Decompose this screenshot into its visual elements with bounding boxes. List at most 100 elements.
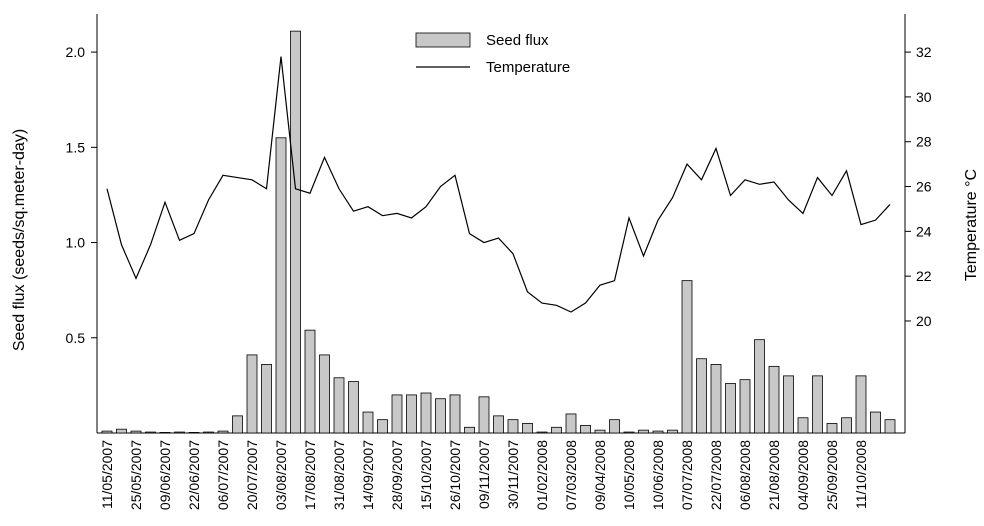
y-tick-label: 2.0 <box>66 44 86 60</box>
y-tick-label: 1.5 <box>66 139 86 155</box>
bar <box>464 426 475 434</box>
bar <box>797 417 809 434</box>
bar <box>377 419 388 434</box>
bar <box>333 377 345 434</box>
bar <box>362 411 374 434</box>
y-tick-label: 1.0 <box>66 235 86 251</box>
x-tick-label: 30/11/2007 <box>505 440 521 509</box>
x-tick-label: 07/03/2008 <box>563 440 579 510</box>
bar <box>768 365 780 434</box>
x-tick-label: 20/07/2007 <box>244 440 260 510</box>
bar <box>681 280 693 434</box>
bar <box>145 431 156 434</box>
legend-swatch <box>415 32 471 48</box>
x-tick-label: 04/09/2008 <box>795 440 811 510</box>
x-tick-label: 01/02/2008 <box>534 440 550 510</box>
y2-tick-label: 30 <box>916 89 932 105</box>
bar <box>290 30 301 434</box>
bar <box>116 428 127 434</box>
bar <box>159 432 171 434</box>
bar <box>319 354 330 434</box>
bar <box>391 394 403 434</box>
bar <box>304 329 316 434</box>
x-tick-label: 10/06/2008 <box>650 440 666 510</box>
x-tick-label: 21/08/2008 <box>766 440 782 510</box>
bar <box>754 339 765 434</box>
x-tick-label: 15/10/2007 <box>418 440 434 510</box>
x-tick-label: 25/05/2007 <box>128 440 144 510</box>
x-tick-label: 06/07/2007 <box>215 440 231 510</box>
bar <box>710 364 722 434</box>
bar <box>812 375 823 434</box>
bar <box>667 429 678 434</box>
bar <box>623 431 635 434</box>
bar <box>536 431 548 434</box>
x-tick-label: 26/10/2007 <box>447 440 463 510</box>
bar <box>478 396 490 434</box>
bar <box>174 431 185 434</box>
bar <box>739 379 751 434</box>
y2-tick-label: 24 <box>916 223 932 239</box>
bar <box>348 381 359 434</box>
x-tick-label: 28/09/2007 <box>389 440 405 510</box>
x-tick-label: 25/09/2008 <box>824 440 840 510</box>
bar <box>275 137 287 434</box>
bar <box>217 430 229 434</box>
bar <box>638 429 649 434</box>
x-tick-label: 06/08/2008 <box>737 440 753 510</box>
y-tick-label: 0.5 <box>66 330 86 346</box>
bar <box>870 411 881 434</box>
x-tick-label: 07/07/2008 <box>679 440 695 510</box>
x-tick-label: 17/08/2007 <box>302 440 318 510</box>
x-tick-label: 03/08/2007 <box>273 440 289 510</box>
x-tick-label: 31/08/2007 <box>331 440 347 510</box>
y2-tick-label: 22 <box>916 268 932 284</box>
bar <box>551 426 562 434</box>
bar <box>493 415 504 434</box>
x-tick-label: 22/07/2008 <box>708 440 724 510</box>
bar <box>188 432 200 434</box>
bar <box>841 417 852 434</box>
bar <box>435 398 446 434</box>
x-tick-label: 11/05/2007 <box>99 440 115 509</box>
bar <box>420 392 432 434</box>
bar <box>203 431 214 434</box>
y2-tick-label: 26 <box>916 179 932 195</box>
bar <box>594 429 606 434</box>
bar <box>783 375 794 434</box>
y-axis-label: Seed flux (seeds/sq.meter-day) <box>11 129 28 351</box>
y2-axis-label: Temperature °C <box>963 169 980 281</box>
bar <box>696 358 707 434</box>
bar <box>232 415 243 434</box>
x-tick-label: 09/06/2007 <box>157 440 173 510</box>
y2-tick-label: 32 <box>916 44 932 60</box>
bar <box>884 419 896 434</box>
x-tick-label: 09/04/2008 <box>592 440 608 510</box>
bar <box>101 430 113 434</box>
bar <box>565 413 577 434</box>
legend-label: Seed flux <box>486 32 549 49</box>
bar <box>507 419 519 434</box>
bar <box>826 423 838 434</box>
legend-label: Temperature <box>486 59 570 76</box>
x-tick-label: 14/09/2007 <box>360 440 376 510</box>
x-tick-label: 09/11/2007 <box>476 440 492 509</box>
x-tick-label: 22/06/2007 <box>186 440 202 510</box>
temperature-line <box>106 56 891 313</box>
bar <box>406 394 417 434</box>
bar <box>855 375 867 434</box>
bar <box>652 430 664 434</box>
bar <box>449 394 461 434</box>
bar <box>609 419 620 434</box>
bar <box>261 364 272 434</box>
bar <box>580 424 591 434</box>
bar <box>522 423 533 434</box>
x-tick-label: 11/10/2008 <box>853 440 869 509</box>
x-tick-label: 10/05/2008 <box>621 440 637 510</box>
y2-tick-label: 28 <box>916 134 932 150</box>
bar <box>725 383 736 434</box>
y2-tick-label: 20 <box>916 313 932 329</box>
bar <box>246 354 258 434</box>
